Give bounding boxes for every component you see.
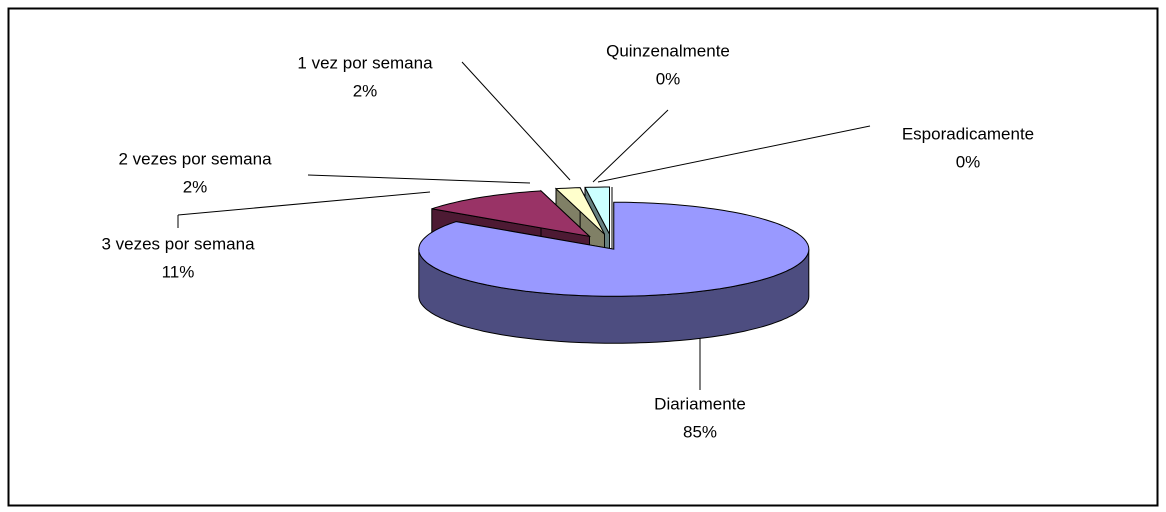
slice <box>554 187 605 235</box>
slice-value-label: 0% <box>956 152 981 171</box>
slice <box>431 190 592 238</box>
leader-line <box>597 125 871 183</box>
slice-value-label: 0% <box>656 69 681 88</box>
slice-value-label: 2% <box>183 177 208 196</box>
labels: Diariamente 85% 3 vezes por semana 11% 2 vez… <box>101 41 1034 441</box>
pie <box>418 186 810 344</box>
leader-line <box>592 109 669 183</box>
slice-label: Esporadicamente <box>902 124 1034 143</box>
slice-label: 1 vez por semana <box>297 53 433 72</box>
slice <box>418 201 810 297</box>
slice-label: Quinzenalmente <box>606 41 730 60</box>
leader-line <box>177 191 431 216</box>
leader-line <box>307 174 531 184</box>
leader-lines <box>177 61 871 390</box>
slice-value-label: 85% <box>683 422 717 441</box>
slice-value-label: 2% <box>353 81 378 100</box>
leader-line <box>461 61 571 181</box>
slice-label: Diariamente <box>654 394 746 413</box>
slice-label: 3 vezes por semana <box>101 234 255 253</box>
slice-value-label: 11% <box>162 262 195 281</box>
slice-label: 2 vezes por semana <box>118 149 272 168</box>
slice <box>584 186 610 235</box>
